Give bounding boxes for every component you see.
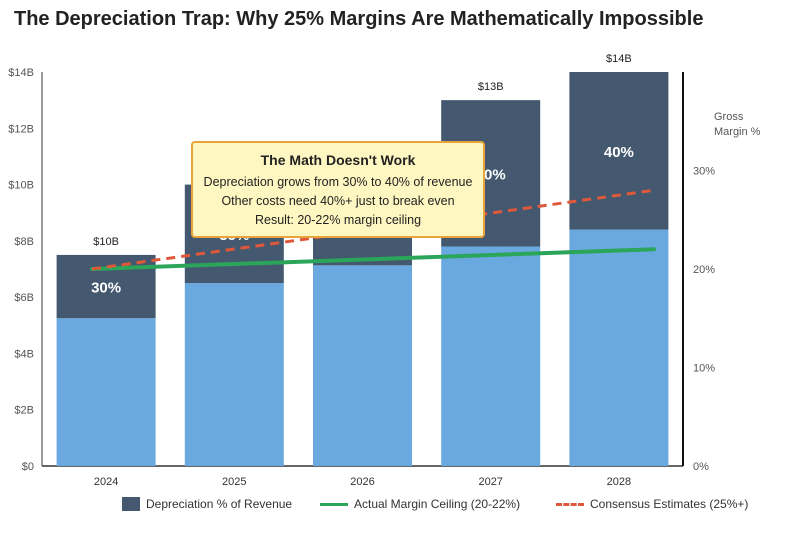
right-tick-label: 10% — [693, 363, 715, 375]
left-tick-label: $14B — [8, 67, 34, 79]
left-tick-label: $8B — [14, 236, 34, 248]
right-tick-label: 0% — [693, 461, 709, 473]
callout-line-3: Result: 20-22% margin ceiling — [254, 213, 422, 227]
consensus-estimate-line — [91, 188, 655, 271]
bar-remainder-2027 — [441, 246, 541, 466]
left-tick-label: $4B — [14, 348, 34, 360]
left-tick-label: $6B — [14, 292, 34, 304]
bar-remainder-2025 — [184, 283, 284, 466]
left-tick-label: $10B — [8, 180, 34, 192]
x-tick-label-2028: 2028 — [607, 476, 631, 488]
right-axis-title: Margin % — [714, 126, 761, 138]
callout-line-1: Depreciation grows from 30% to 40% of re… — [203, 175, 473, 189]
legend-label-depreciation: Depreciation % of Revenue — [146, 497, 293, 511]
callout-title: The Math Doesn't Work — [260, 152, 416, 168]
chart-title: The Depreciation Trap: Why 25% Margins A… — [14, 8, 704, 30]
right-tick-label: 30% — [693, 166, 715, 178]
legend-label-actual: Actual Margin Ceiling (20-22%) — [354, 497, 521, 511]
bar-pct-label-2024: 30% — [91, 280, 121, 297]
x-tick-label-2025: 2025 — [222, 476, 246, 488]
x-tick-label-2026: 2026 — [350, 476, 374, 488]
legend-label-consensus: Consensus Estimates (25%+) — [590, 497, 749, 511]
legend-swatch-actual — [320, 502, 348, 506]
x-tick-label-2024: 2024 — [94, 476, 118, 488]
bar-depreciation-2028 — [569, 72, 669, 230]
left-tick-label: $2B — [14, 405, 34, 417]
bar-total-label-2027: $13B — [478, 81, 504, 93]
bar-pct-label-2028: 40% — [604, 144, 634, 161]
left-tick-label: $12B — [8, 123, 34, 135]
math-callout-box: The Math Doesn't Work Depreciation grows… — [191, 141, 485, 238]
left-tick-label: $0 — [22, 461, 34, 473]
bar-remainder-2028 — [569, 229, 669, 466]
right-tick-label: 20% — [693, 264, 715, 276]
chart-legend: Depreciation % of Revenue Actual Margin … — [0, 493, 799, 515]
bar-remainder-2024 — [56, 318, 156, 466]
legend-item-depreciation: Depreciation % of Revenue — [122, 493, 292, 515]
legend-item-consensus: Consensus Estimates (25%+) — [556, 493, 748, 515]
callout-line-2: Other costs need 40%+ just to break even — [221, 194, 455, 208]
legend-swatch-consensus — [556, 502, 584, 506]
x-tick-label-2027: 2027 — [478, 476, 502, 488]
legend-swatch-depreciation — [122, 497, 140, 511]
right-axis-title: Gross — [714, 111, 744, 123]
actual-margin-line — [90, 247, 656, 271]
legend-item-actual: Actual Margin Ceiling (20-22%) — [320, 493, 520, 515]
bar-total-label-2024: $10B — [93, 236, 119, 248]
bar-remainder-2026 — [313, 265, 412, 466]
bar-total-label-2028: $14B — [606, 53, 632, 65]
